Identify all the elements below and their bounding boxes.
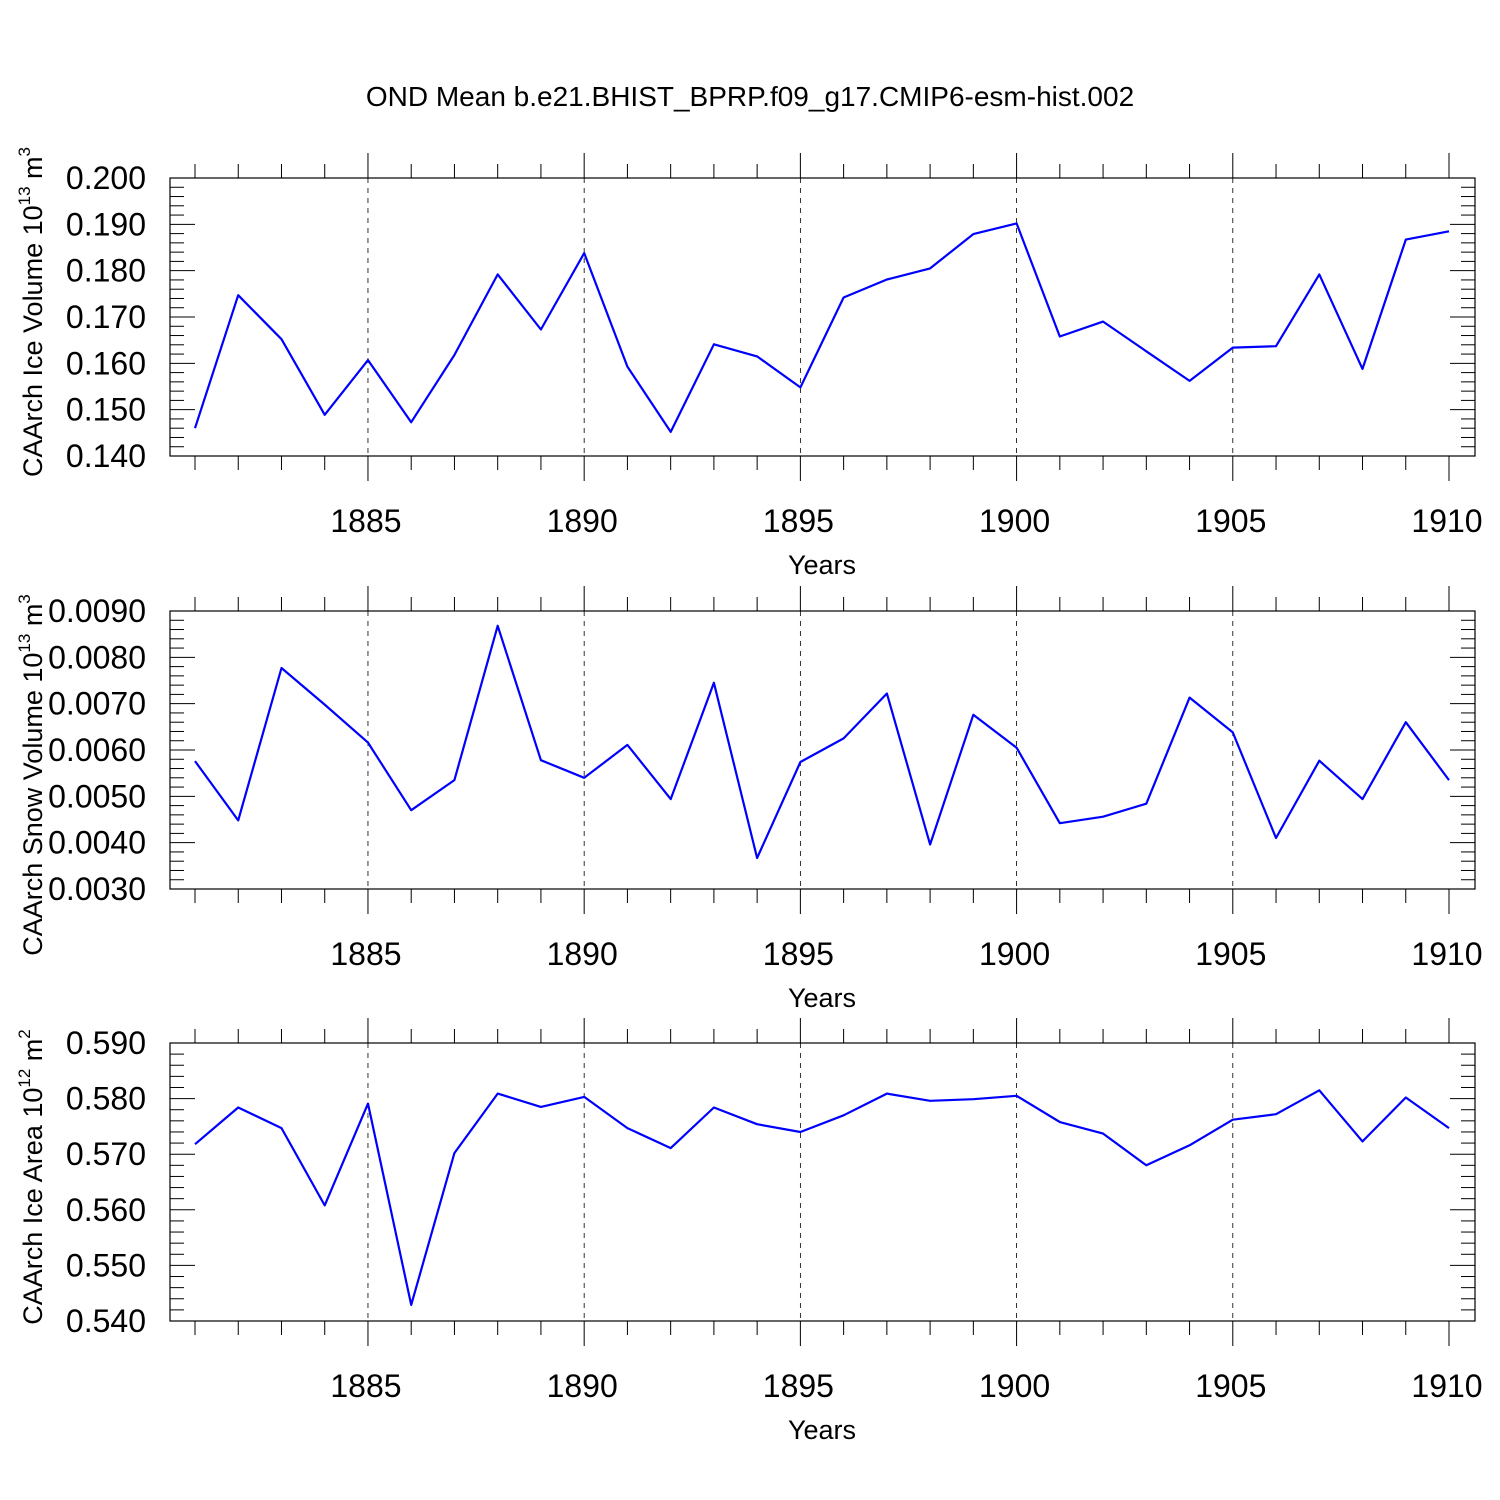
y-axis-label: CAArch Ice Volume 1013 m3 [15,147,48,477]
y-axis-label-unit: m [18,1039,48,1069]
x-tick-label: 1890 [547,1368,618,1404]
y-axis-label-unit: m [18,604,48,634]
plot-frame [169,177,1476,457]
x-tick-label: 1900 [979,503,1050,539]
x-tick-label: 1890 [547,936,618,972]
y-tick-label: 0.160 [66,345,146,381]
y-tick-label: 0.0040 [48,825,146,861]
y-tick-label: 0.580 [66,1081,146,1117]
y-axis-label-unit-exponent: 3 [15,594,34,603]
y-tick-label: 0.0090 [48,593,146,629]
x-axis-label: Years [788,983,856,1013]
x-tick-label: 1895 [763,1368,834,1404]
series-line [194,1089,1450,1307]
x-tick-label: 1900 [979,1368,1050,1404]
x-tick-label: 1885 [330,936,401,972]
y-axis-label-exponent: 13 [15,186,34,205]
y-tick-label: 0.0080 [48,639,146,675]
y-tick-label: 0.590 [66,1025,146,1061]
y-axis-label-unit-exponent: 3 [15,147,34,156]
x-tick-label: 1895 [763,503,834,539]
y-tick-label: 0.180 [66,253,146,289]
y-tick-label: 0.150 [66,392,146,428]
y-axis-label-text: CAArch Snow Volume 10 [18,653,48,956]
panel-2: 0.0030 0.0040 0.0050 0.0060 0.0070 0.0080 0.00… [15,586,1483,1013]
y-tick-label: 0.170 [66,299,146,335]
y-tick-label: 0.570 [66,1136,146,1172]
y-tick-label: 0.0030 [48,871,146,907]
x-tick-label: 1910 [1411,936,1482,972]
y-axis-label-unit: m [18,156,48,186]
x-tick-label: 1885 [330,503,401,539]
series-line [193,222,1450,433]
x-tick-label: 1910 [1411,503,1482,539]
y-axis-label-exponent: 12 [15,1069,34,1088]
y-tick-label: 0.550 [66,1247,146,1283]
x-axis-label: Years [788,550,856,580]
x-tick-label: 1905 [1195,1368,1266,1404]
x-axis-label: Years [788,1415,856,1445]
x-tick-label: 1910 [1411,1368,1482,1404]
x-tick-label: 1885 [330,1368,401,1404]
y-tick-label: 0.0070 [48,686,146,722]
x-tick-label: 1895 [763,936,834,972]
panel-1: 0.140 0.150 0.160 0.170 0.180 0.190 0.200 1885 1… [15,147,1483,580]
y-tick-label: 0.540 [66,1303,146,1339]
y-tick-label: 0.200 [66,160,146,196]
y-axis-label: CAArch Ice Area 1012 m2 [15,1029,48,1325]
y-axis-label-text: CAArch Ice Volume 10 [18,205,48,477]
y-tick-label: 0.190 [66,206,146,242]
x-tick-label: 1900 [979,936,1050,972]
y-tick-label: 0.0060 [48,732,146,768]
y-tick-label: 0.0050 [48,778,146,814]
x-tick-label: 1905 [1195,936,1266,972]
x-tick-label: 1905 [1195,503,1266,539]
panels: 0.140 0.150 0.160 0.170 0.180 0.190 0.200 1885 1… [15,147,1483,1445]
y-axis-label-unit-exponent: 2 [15,1029,34,1038]
y-axis-label-exponent: 13 [15,634,34,653]
panel-3: 0.540 0.550 0.560 0.570 0.580 0.590 1885 1890 18… [15,1018,1483,1445]
y-tick-label: 0.560 [66,1192,146,1228]
series-line [194,624,1450,860]
y-tick-label: 0.140 [66,438,146,474]
plot-frame [169,1042,1476,1322]
y-axis-label: CAArch Snow Volume 1013 m3 [15,594,48,956]
x-tick-label: 1890 [547,503,618,539]
y-axis-label-text: CAArch Ice Area 10 [18,1088,48,1325]
figure-title: OND Mean b.e21.BHIST_BPRP.f09_g17.CMIP6-… [366,81,1134,112]
